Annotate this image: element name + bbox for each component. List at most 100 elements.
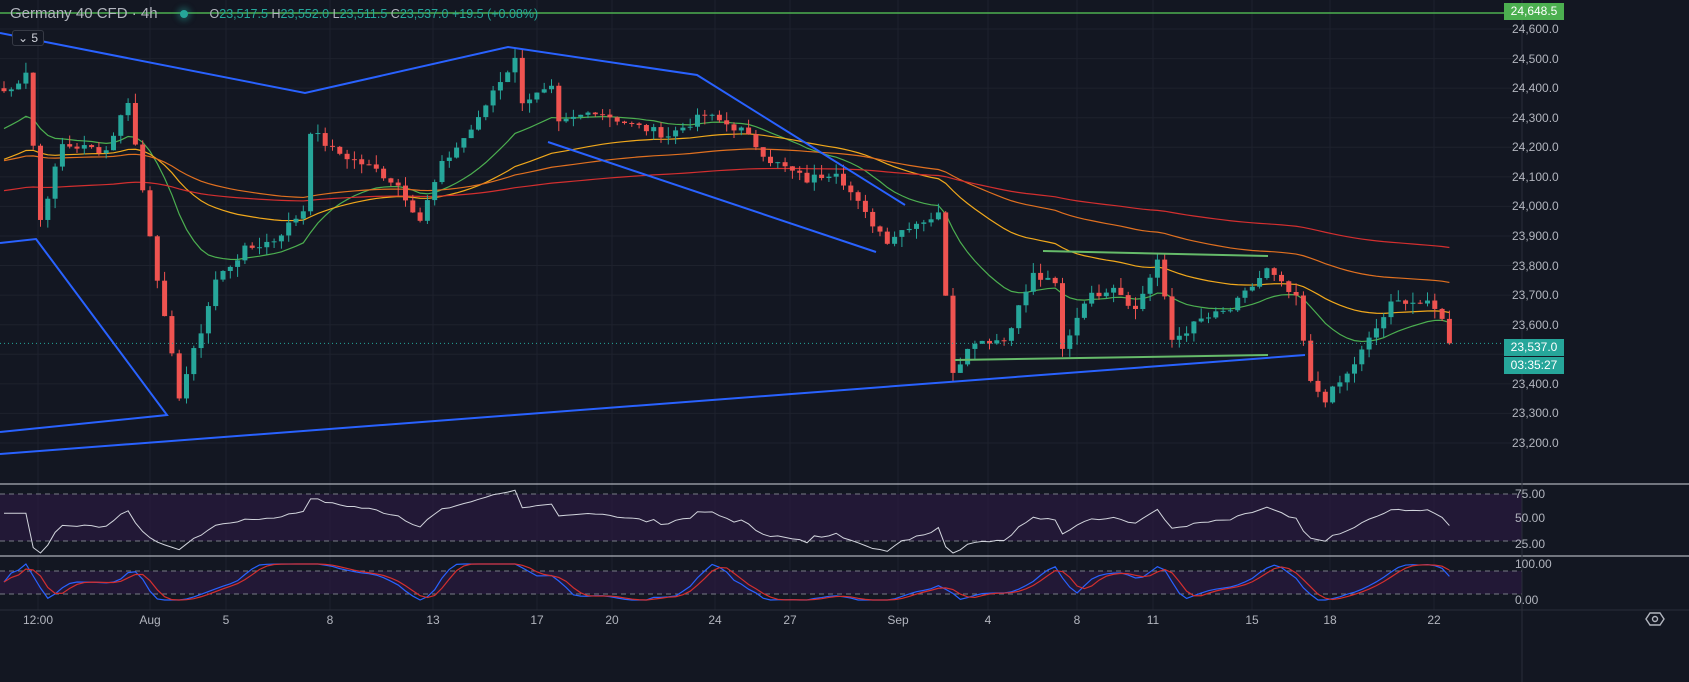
candle-body bbox=[8, 89, 14, 92]
candle-body bbox=[570, 116, 576, 119]
candle-body bbox=[45, 198, 51, 220]
trendline bbox=[0, 354, 1306, 455]
candle-body bbox=[52, 166, 58, 199]
candle-body bbox=[476, 117, 481, 130]
price-tick: 23,200.0 bbox=[1512, 435, 1559, 450]
candle-body bbox=[746, 127, 752, 135]
candle-body bbox=[622, 121, 627, 124]
candle-body bbox=[819, 174, 825, 179]
candle-body bbox=[242, 245, 248, 261]
candle-body bbox=[351, 159, 357, 161]
alert-price-label: 24,648.5 bbox=[1504, 3, 1564, 20]
candle-body bbox=[651, 127, 657, 132]
candle-body bbox=[1279, 274, 1284, 282]
price-tick: 24,300.0 bbox=[1512, 110, 1559, 125]
candle-body bbox=[483, 105, 489, 118]
support-line bbox=[954, 354, 1269, 361]
candle-body bbox=[680, 127, 686, 131]
candle-body bbox=[454, 147, 460, 158]
candle-body bbox=[432, 182, 438, 201]
candle-body bbox=[899, 230, 905, 237]
candle-body bbox=[519, 57, 525, 104]
time-tick: Aug bbox=[139, 613, 161, 627]
candle-body bbox=[870, 211, 876, 227]
candle-body bbox=[709, 114, 715, 116]
candle-body bbox=[1198, 318, 1204, 322]
candle-body bbox=[1315, 380, 1321, 392]
candle-body bbox=[979, 340, 985, 344]
ema-100-line bbox=[3, 148, 1450, 283]
candle-body bbox=[1220, 310, 1226, 312]
indicators-toggle-button[interactable]: ⌄ 5 bbox=[12, 30, 45, 46]
stoch-tick: 100.00 bbox=[1515, 557, 1552, 571]
candle-body bbox=[1373, 328, 1379, 338]
candle-body bbox=[1227, 310, 1233, 312]
candle-body bbox=[884, 231, 890, 244]
candle-body bbox=[892, 236, 898, 244]
candle-body bbox=[797, 170, 803, 173]
time-tick: 17 bbox=[530, 613, 544, 627]
candle-body bbox=[1213, 311, 1219, 318]
candle-body bbox=[74, 146, 80, 149]
candle-body bbox=[111, 135, 116, 151]
candle-body bbox=[1045, 277, 1051, 280]
candle-body bbox=[527, 99, 533, 104]
candle-body bbox=[118, 115, 124, 136]
candle-body bbox=[833, 173, 839, 177]
time-tick: Sep bbox=[887, 613, 909, 627]
candle-body bbox=[1439, 308, 1445, 319]
candle-body bbox=[1381, 317, 1387, 329]
candle-body bbox=[578, 114, 584, 117]
candle-body bbox=[928, 219, 934, 223]
candle-body bbox=[1388, 301, 1394, 318]
candle-body bbox=[585, 112, 591, 115]
time-tick: 24 bbox=[708, 613, 722, 627]
time-tick: 4 bbox=[984, 613, 992, 627]
candle-body bbox=[935, 212, 941, 220]
candle-body bbox=[629, 123, 635, 125]
candle-body bbox=[293, 218, 299, 223]
candle-body bbox=[994, 340, 1000, 344]
candle-body bbox=[1, 88, 7, 92]
candle-body bbox=[1249, 286, 1255, 291]
candle-body bbox=[1425, 300, 1430, 304]
candle-body bbox=[1235, 297, 1241, 311]
stoch-k-line bbox=[3, 563, 1450, 601]
candle-body bbox=[468, 129, 474, 139]
candle-body bbox=[1154, 259, 1160, 278]
candle-body bbox=[775, 162, 781, 164]
time-tick: 8 bbox=[326, 613, 334, 627]
price-tick: 23,400.0 bbox=[1512, 376, 1559, 391]
candle-body bbox=[395, 182, 401, 186]
stoch-d-line bbox=[3, 563, 1450, 601]
candle-body bbox=[804, 172, 810, 183]
candle-body bbox=[731, 124, 737, 131]
rsi-tick: 50.00 bbox=[1515, 511, 1546, 525]
symbol-title[interactable]: Germany 40 CFD · 4h bbox=[10, 5, 158, 22]
candle-body bbox=[1242, 290, 1248, 298]
chart-legend: Germany 40 CFD · 4h O23,517.5 H23,552.0 … bbox=[10, 5, 538, 22]
candle-body bbox=[96, 147, 102, 154]
candle-body bbox=[1052, 277, 1058, 284]
price-tick: 23,800.0 bbox=[1512, 258, 1559, 273]
time-tick: 15 bbox=[1245, 613, 1259, 627]
candle-body bbox=[541, 89, 547, 93]
candle-body bbox=[607, 114, 613, 118]
candle-body bbox=[505, 72, 511, 83]
candle-body bbox=[695, 114, 700, 127]
settings-icon[interactable] bbox=[1645, 609, 1665, 629]
candle-body bbox=[724, 120, 730, 125]
candle-body bbox=[1030, 272, 1036, 292]
candle-body bbox=[330, 145, 335, 147]
candle-body bbox=[1074, 317, 1080, 336]
candle-body bbox=[359, 159, 365, 165]
candle-body bbox=[439, 160, 445, 183]
price-tick: 24,400.0 bbox=[1512, 81, 1559, 96]
time-tick: 11 bbox=[1146, 613, 1160, 627]
candle-body bbox=[184, 374, 189, 399]
candle-body bbox=[1322, 391, 1328, 403]
time-tick: 20 bbox=[605, 613, 619, 627]
rsi-line bbox=[4, 489, 1450, 554]
candle-body bbox=[220, 270, 226, 280]
